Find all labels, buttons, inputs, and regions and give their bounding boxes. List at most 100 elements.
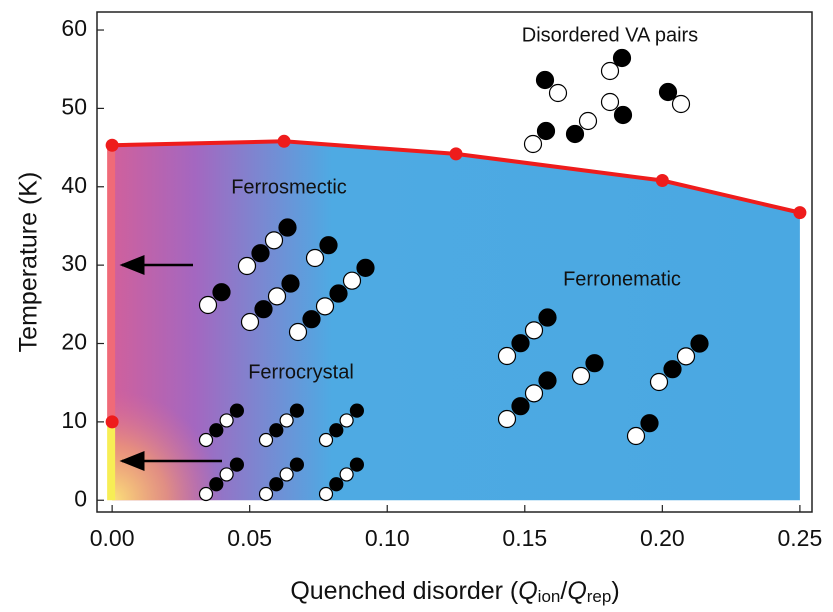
molecule [229,403,244,418]
molecule [339,413,354,428]
molecule [640,414,659,433]
plot-frame [96,11,813,513]
molecule [671,94,691,114]
strip [107,421,116,501]
molecule [288,322,308,342]
molecule [319,236,338,255]
annotation: Disordered VA pairs [522,24,698,46]
y-tick-label: 40 [61,172,87,198]
molecule [251,244,270,263]
boundary-point [105,138,119,152]
molecule [585,354,604,373]
region-glow [112,141,800,501]
molecule [538,308,557,327]
molecule [278,218,297,237]
molecule [264,231,284,250]
molecule [267,287,287,306]
phase-region [107,141,800,501]
molecule [269,423,284,438]
boundary-point [449,147,463,161]
strip [107,145,116,422]
molecule [258,432,274,448]
molecule [535,70,555,90]
x-tick-label: 0.05 [227,525,272,551]
x-tick-label: 0.10 [365,525,410,551]
molecule [523,134,543,154]
molecule [578,111,598,131]
molecule [349,457,364,472]
molecule [663,360,682,379]
molecule [279,413,294,428]
point [105,415,119,429]
molecule [212,283,231,302]
x-label-part: Quenched disorder ( [290,577,519,605]
molecule [229,457,244,472]
molecule [329,423,344,438]
x-label-part: rep [587,587,612,606]
molecule [600,61,620,81]
molecule [198,486,214,502]
x-label-part: Q [518,577,537,605]
y-axis-label: Temperature (K) [15,172,43,353]
annotation: Ferronematic [563,268,681,290]
molecule [240,312,260,332]
molecule [289,403,304,418]
x-tick-label: 0.15 [502,525,547,551]
y-tick-label: 0 [74,485,87,511]
annotation: Ferrosmectic [231,176,347,198]
molecule [524,321,544,340]
molecule [339,467,354,482]
molecule [209,477,224,492]
molecule [538,371,557,390]
molecule [318,486,334,502]
molecule [356,258,375,277]
molecule [626,426,646,446]
molecule [612,48,632,68]
molecule [258,486,274,502]
molecule [342,271,362,290]
x-axis-label: Quenched disorder (Qion/Qrep) [290,577,619,607]
molecule [524,384,544,403]
molecule [315,297,335,316]
molecule [302,310,321,329]
molecule [600,92,620,112]
molecule [329,284,348,303]
molecule [318,432,334,448]
boundary-point [793,206,807,220]
molecule [349,403,364,418]
molecule [219,413,234,428]
molecule [571,366,591,386]
y-tick-label: 50 [61,93,87,119]
molecule [497,409,517,429]
molecule [198,295,218,315]
molecule [209,423,224,438]
molecule [281,274,300,293]
molecule [536,121,556,141]
molecule [219,467,234,482]
molecule [329,477,344,492]
molecule [649,372,669,392]
y-tick-label: 10 [61,407,87,433]
x-tick-label: 0.25 [778,525,823,551]
molecule [565,124,585,144]
y-tick-label: 30 [61,250,87,276]
molecule [289,457,304,472]
boundary-point [277,134,291,148]
x-label-part: ) [611,577,619,605]
y-tick-label: 60 [61,15,87,41]
molecule [237,256,257,276]
molecule [690,334,709,353]
molecule [269,477,284,492]
annotation: Ferrocrystal [248,361,354,383]
molecule [497,346,517,366]
molecule [279,467,294,482]
x-label-part: ion [538,587,561,606]
molecule [613,105,633,125]
molecule [548,83,568,103]
molecule [511,334,530,353]
x-label-part: / [560,577,567,605]
boundary-point [655,173,669,187]
molecule [676,347,696,366]
molecule [511,397,530,416]
x-label-part: Q [567,577,586,605]
